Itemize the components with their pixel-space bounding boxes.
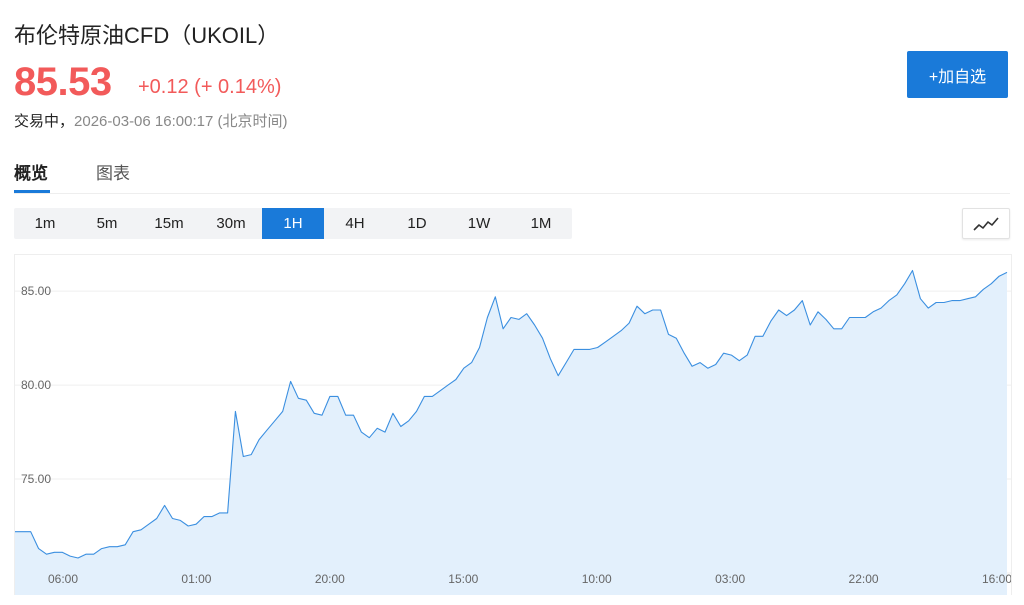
trading-status: 交易中，2026-03-06 16:00:17 (北京时间) (14, 110, 287, 131)
interval-1w[interactable]: 1W (467, 215, 491, 232)
line-chart-icon (973, 216, 999, 231)
current-price: 85.53 (14, 60, 112, 104)
x-tick-label: 03:00 (715, 572, 745, 586)
tab-bar: 概览 图表 (14, 155, 1010, 194)
active-tab-indicator (14, 190, 50, 193)
add-to-watchlist-button[interactable]: +加自选 (907, 51, 1008, 98)
y-tick-label: 85.00 (21, 284, 51, 298)
x-tick-label: 20:00 (315, 572, 345, 586)
x-tick-label: 16:00 (982, 572, 1011, 586)
x-tick-label: 01:00 (181, 572, 211, 586)
interval-15m[interactable]: 15m (154, 215, 184, 232)
interval-4h[interactable]: 4H (345, 215, 365, 232)
interval-1m[interactable]: 1m (34, 215, 56, 232)
interval-1d[interactable]: 1D (407, 215, 427, 232)
x-tick-label: 15:00 (448, 572, 478, 586)
y-tick-label: 80.00 (21, 378, 51, 392)
timestamp: 2026-03-06 16:00:17 (北京时间) (74, 113, 288, 130)
series-line (15, 269, 1008, 559)
y-tick-label: 75.00 (21, 472, 51, 486)
interval-5m[interactable]: 5m (96, 215, 118, 232)
interval-selector: 1m 5m 15m 30m 1H 4H 1D 1W 1M (14, 208, 572, 239)
x-tick-label: 22:00 (849, 572, 879, 586)
chart-type-button[interactable] (962, 208, 1010, 239)
x-tick-label: 06:00 (48, 572, 78, 586)
x-tick-label: 10:00 (582, 572, 612, 586)
tab-overview[interactable]: 概览 (14, 164, 48, 183)
status-label: 交易中， (14, 113, 75, 130)
series-area (15, 270, 1007, 595)
interval-30m[interactable]: 30m (216, 215, 246, 232)
price-change: +0.12 (+ 0.14%) (138, 76, 282, 98)
instrument-title: 布伦特原油CFD（UKOIL） (14, 23, 280, 48)
interval-1mo[interactable]: 1M (530, 215, 552, 232)
price-chart[interactable]: 70.0075.0080.0085.0006:0001:0020:0015:00… (14, 254, 1012, 595)
interval-1h[interactable]: 1H (262, 208, 324, 239)
chart-svg: 70.0075.0080.0085.0006:0001:0020:0015:00… (15, 269, 1012, 595)
tab-chart[interactable]: 图表 (96, 164, 130, 183)
